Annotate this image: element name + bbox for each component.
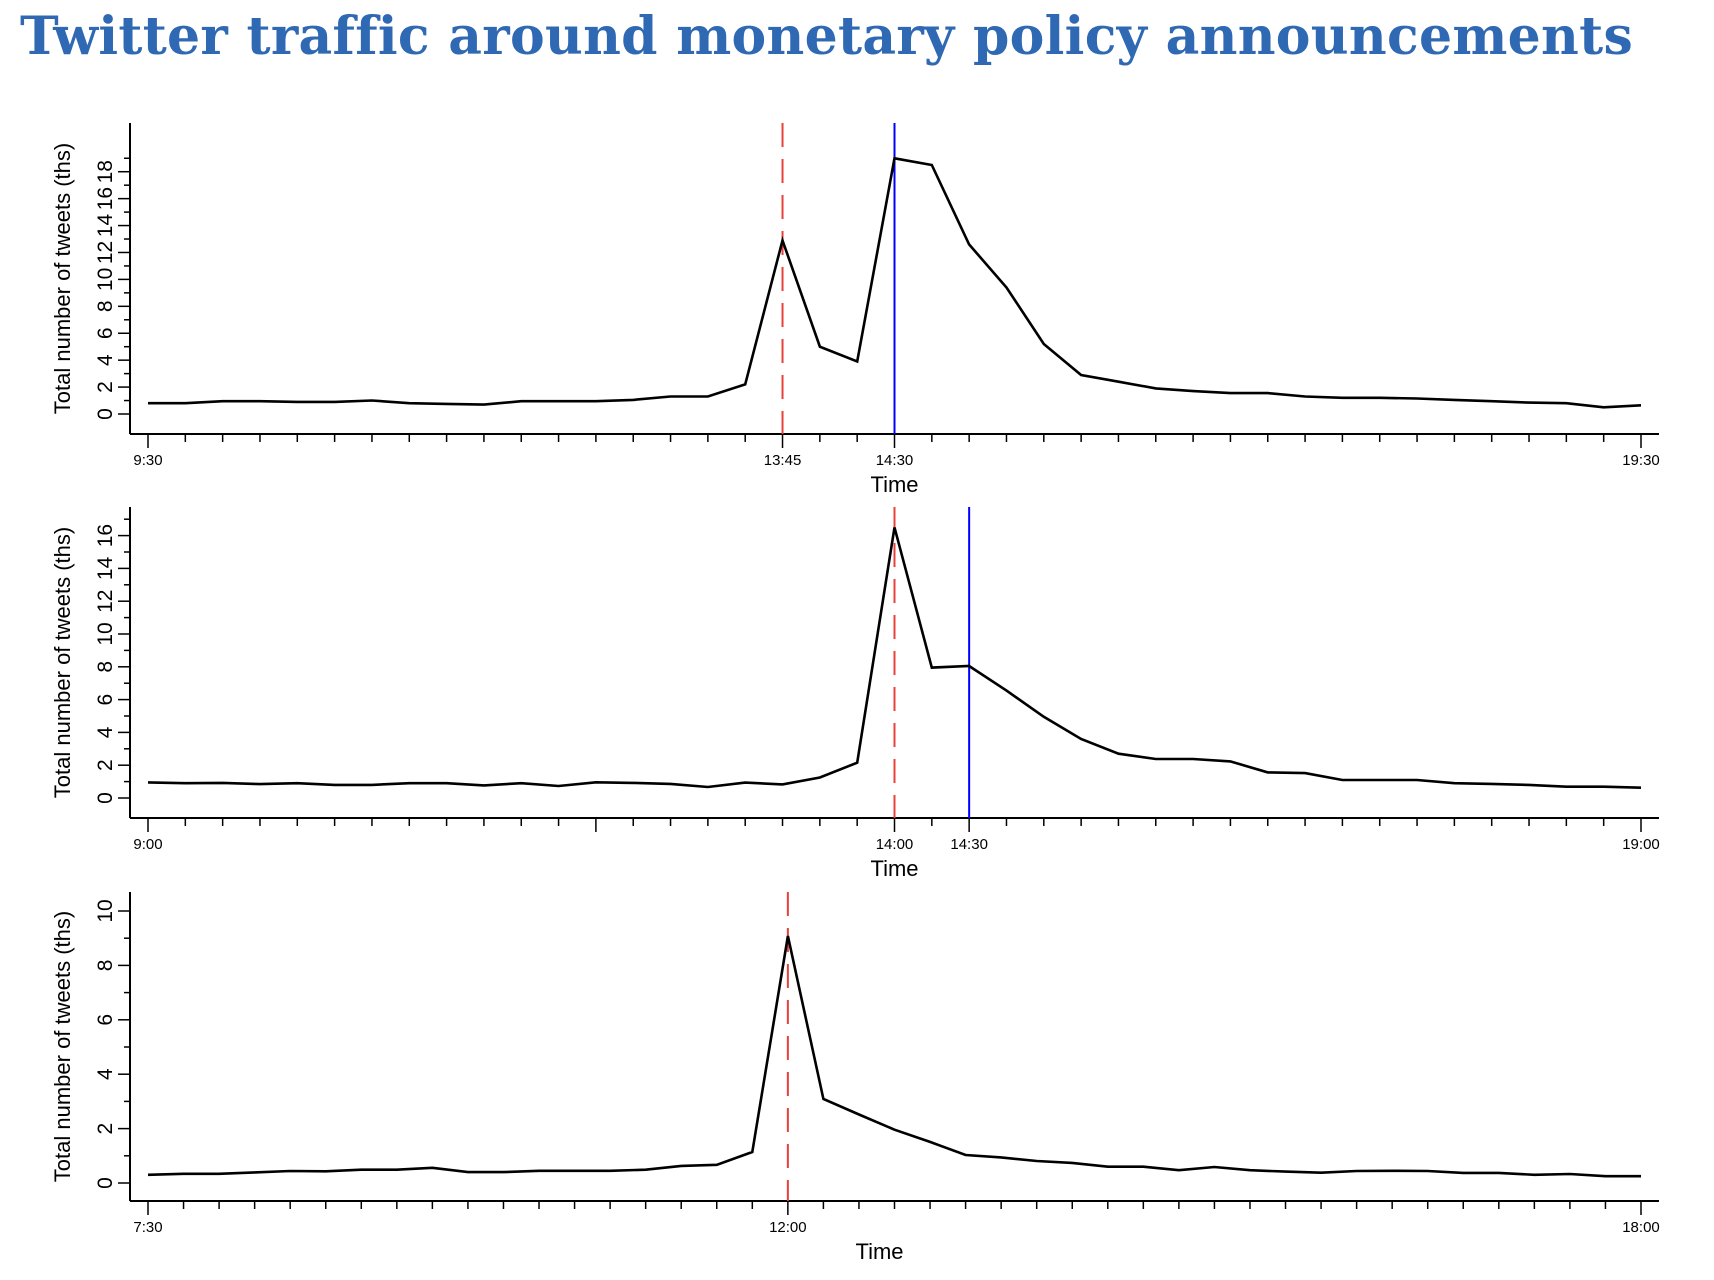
chart-panel-2: 0 2 4 6 8 10 12 14 16 Total number of tweets (ths… (50, 507, 1660, 881)
y-tick-label: 4 (94, 726, 117, 738)
x-tick-label: 12:00 (769, 1219, 807, 1236)
x-axis-title: Time (855, 1239, 903, 1264)
tweets-series-line (148, 156, 1642, 409)
x-axis-title: Time (870, 472, 918, 497)
y-tick-label: 4 (94, 1068, 117, 1080)
x-tick-label: 7:30 (133, 1219, 162, 1236)
y-tick-label: 16 (94, 524, 117, 547)
y-tick-label: 8 (94, 661, 117, 673)
y-tick-label: 10 (94, 899, 117, 922)
x-tick-label: 14:30 (876, 452, 914, 469)
y-tick-label: 10 (94, 268, 117, 291)
y-tick-label: 2 (94, 381, 117, 393)
tweets-series-line (147, 527, 1642, 789)
y-tick-label: 6 (94, 327, 117, 339)
x-tick-label: 13:45 (764, 452, 802, 469)
chart-panel-1: 0 2 4 6 8 10 12 14 16 18 Total number of tweets (t… (50, 123, 1660, 497)
x-tick-label: 19:00 (1622, 836, 1660, 853)
y-tick-label: 12 (94, 590, 117, 613)
x-tick-label: 9:00 (133, 836, 162, 853)
y-tick-label: 8 (94, 300, 117, 312)
tweets-series-line (147, 935, 1641, 1178)
y-tick-label: 6 (94, 1014, 117, 1026)
y-tick-label: 16 (94, 187, 117, 210)
y-tick-label: 10 (94, 622, 117, 645)
y-tick-label: 6 (94, 694, 117, 706)
page-title: Twitter traffic around monetary policy a… (20, 6, 1634, 67)
x-axis-title: Time (870, 856, 918, 881)
y-tick-label: 0 (94, 792, 117, 804)
y-tick-label: 12 (94, 241, 117, 264)
y-axis-title: Total number of tweets (ths) (50, 143, 75, 414)
y-axis-title: Total number of tweets (ths) (50, 527, 75, 798)
x-tick-label: 9:30 (133, 452, 162, 469)
x-tick-label: 19:30 (1622, 452, 1660, 469)
y-tick-label: 4 (94, 354, 117, 366)
y-tick-label: 0 (94, 408, 117, 420)
y-tick-label: 2 (94, 1123, 117, 1135)
y-tick-label: 18 (94, 160, 117, 183)
x-tick-label: 14:00 (876, 836, 914, 853)
y-tick-label: 8 (94, 960, 117, 972)
y-tick-label: 0 (94, 1177, 117, 1189)
chart-panel-3: 0 2 4 6 8 10 Total number of tweets (ths) 7:30 1… (50, 892, 1660, 1264)
y-tick-label: 14 (94, 556, 117, 580)
y-tick-label: 14 (94, 214, 117, 238)
x-tick-label: 14:30 (950, 836, 988, 853)
y-tick-label: 2 (94, 759, 117, 771)
x-tick-label: 18:00 (1622, 1219, 1660, 1236)
y-axis-title: Total number of tweets (ths) (50, 911, 75, 1182)
